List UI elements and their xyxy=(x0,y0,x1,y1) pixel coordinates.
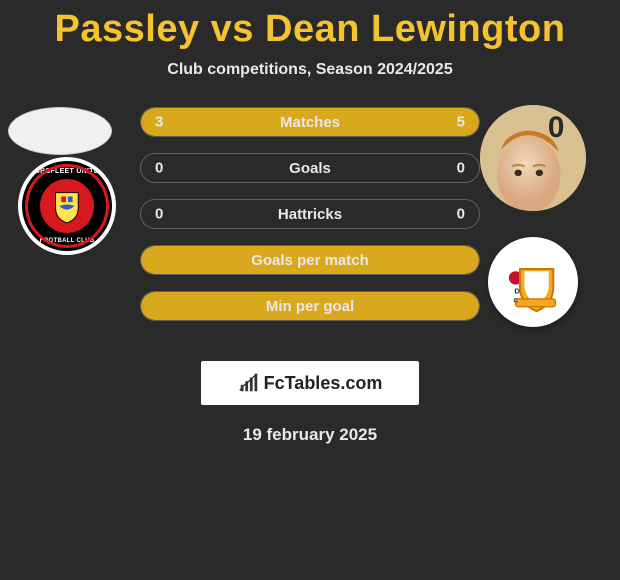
stat-label: Min per goal xyxy=(266,298,354,315)
stat-label: Matches xyxy=(280,114,340,131)
stat-row: Goals per match xyxy=(140,245,480,275)
svg-text:C: C xyxy=(513,297,518,304)
player-right-photo: 0 xyxy=(480,105,586,211)
stat-value-right: 0 xyxy=(457,206,465,223)
stat-value-right: 5 xyxy=(457,114,465,131)
date-text: 19 february 2025 xyxy=(0,425,620,445)
face-placeholder-icon: 0 xyxy=(480,105,586,211)
badge-left-inner xyxy=(40,179,94,233)
comparison-card: Passley vs Dean Lewington Club competiti… xyxy=(0,0,620,445)
subtitle: Club competitions, Season 2024/2025 xyxy=(0,61,620,79)
club-left-badge: EBBSFLEET UNITED FOOTBALL CLUB xyxy=(18,157,116,255)
badge-left-crest-icon xyxy=(48,187,86,225)
club-right-badge: D C xyxy=(488,237,578,327)
watermark-text: FcTables.com xyxy=(264,373,383,394)
watermark: FcTables.com xyxy=(201,361,419,405)
badge-left-text-top: EBBSFLEET UNITED xyxy=(22,168,112,175)
stat-row: 0 Goals 0 xyxy=(140,153,480,183)
stat-value-left: 0 xyxy=(155,206,163,223)
page-title: Passley vs Dean Lewington xyxy=(0,8,620,51)
badge-right-crest-icon: D C xyxy=(500,249,567,316)
badge-left-text-bottom: FOOTBALL CLUB xyxy=(22,238,112,244)
stat-row: 0 Hattricks 0 xyxy=(140,199,480,229)
svg-text:D: D xyxy=(514,286,520,295)
chart-icon xyxy=(238,372,260,394)
stat-row: 3 Matches 5 xyxy=(140,107,480,137)
stats-area: 0 EBBSFLEET UNITED FOOTBALL CLUB xyxy=(0,107,620,337)
stat-label: Hattricks xyxy=(278,206,342,223)
stat-row: Min per goal xyxy=(140,291,480,321)
stat-label: Goals per match xyxy=(251,252,369,269)
player-left-photo xyxy=(8,107,112,155)
stat-label: Goals xyxy=(289,160,331,177)
stat-value-left: 0 xyxy=(155,160,163,177)
stat-value-left: 3 xyxy=(155,114,163,131)
stat-value-right: 0 xyxy=(457,160,465,177)
